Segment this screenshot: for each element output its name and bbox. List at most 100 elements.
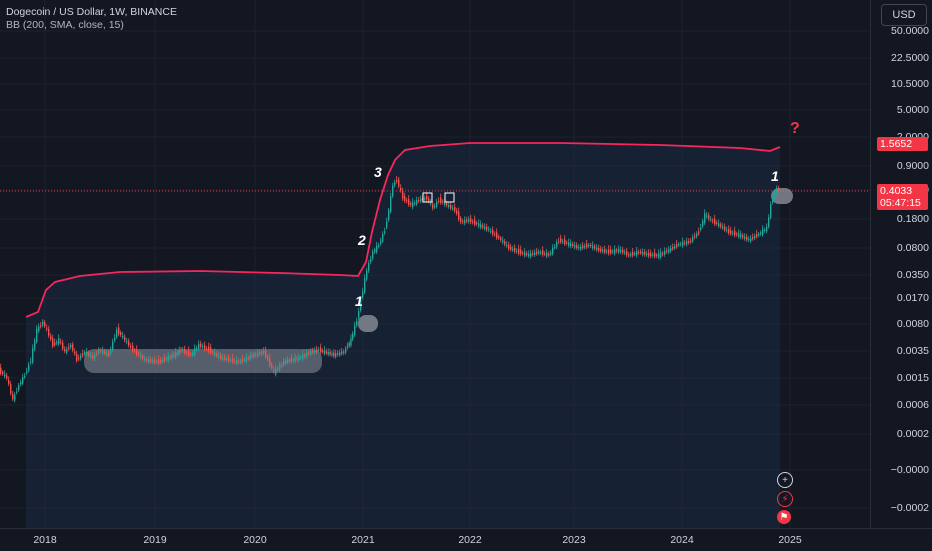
price-scale[interactable]: 50.000022.500010.50005.00002.00000.90000… xyxy=(870,0,932,528)
candle xyxy=(574,245,576,248)
candle xyxy=(636,251,638,256)
candle xyxy=(366,270,368,280)
candle xyxy=(680,243,682,245)
candle xyxy=(220,355,222,359)
candle xyxy=(588,245,590,246)
candle xyxy=(343,351,345,354)
candle xyxy=(68,347,70,349)
candle xyxy=(434,206,436,208)
plus-circle-icon[interactable]: + xyxy=(777,472,793,488)
candle xyxy=(88,352,90,356)
candle xyxy=(556,242,558,248)
candle xyxy=(202,346,204,348)
candle xyxy=(706,215,708,217)
candle xyxy=(468,219,470,222)
candle xyxy=(736,233,738,235)
candle xyxy=(275,368,277,375)
candle xyxy=(26,371,28,374)
candle xyxy=(261,351,263,355)
candle xyxy=(40,325,42,327)
candle xyxy=(84,352,86,354)
candle xyxy=(356,320,358,326)
price-tick: 0.1800 xyxy=(896,213,929,225)
candle xyxy=(424,198,426,200)
candle xyxy=(30,361,32,363)
candle xyxy=(752,237,754,239)
currency-button[interactable]: USD xyxy=(881,4,927,26)
candle xyxy=(74,351,76,354)
candle xyxy=(34,340,36,350)
candle xyxy=(208,346,210,352)
candle xyxy=(634,253,636,255)
candle xyxy=(323,350,326,354)
candle xyxy=(770,204,772,218)
candle xyxy=(22,377,24,384)
candle xyxy=(548,253,550,256)
candle xyxy=(764,229,766,231)
candle xyxy=(552,247,554,254)
price-tick: 0.0015 xyxy=(896,372,929,384)
candle xyxy=(24,375,26,378)
candle xyxy=(173,354,175,356)
band-price-label: 1.5652 xyxy=(877,137,928,151)
annotation-2: 2 xyxy=(358,232,366,248)
time-tick: 2019 xyxy=(143,534,167,546)
candle xyxy=(672,247,674,249)
candle xyxy=(704,213,706,224)
indicator-label[interactable]: BB (200, SMA, close, 15) xyxy=(6,19,124,31)
candle xyxy=(464,219,466,224)
candle xyxy=(522,252,524,254)
candle xyxy=(520,249,522,255)
candle xyxy=(382,234,384,242)
price-tick: 0.0035 xyxy=(896,345,929,357)
candle xyxy=(544,253,546,255)
candle xyxy=(508,244,510,249)
candle xyxy=(245,356,248,362)
price-chart[interactable] xyxy=(0,0,870,528)
candle xyxy=(494,233,496,235)
candle xyxy=(350,338,352,346)
candle xyxy=(500,238,502,240)
candle xyxy=(592,245,594,249)
candle xyxy=(446,203,448,206)
candle xyxy=(253,354,255,358)
price-tick: 0.0002 xyxy=(896,428,929,440)
candle xyxy=(380,240,382,244)
candle xyxy=(104,351,106,354)
candle xyxy=(277,368,279,370)
lightning-icon[interactable]: ⚡ xyxy=(777,491,793,507)
time-scale[interactable]: 2018 2019 2020 2021 2022 2023 2024 2025 xyxy=(0,528,932,551)
candle xyxy=(100,350,102,351)
candle xyxy=(42,321,44,326)
candle xyxy=(114,337,116,341)
flag-icon[interactable]: ⚑ xyxy=(777,510,791,524)
candle xyxy=(292,359,294,361)
candle xyxy=(198,343,200,350)
price-tick: 0.0170 xyxy=(896,292,929,304)
candle xyxy=(288,360,291,362)
candle xyxy=(392,185,394,197)
symbol-title[interactable]: Dogecoin / US Dollar, 1W, BINANCE xyxy=(6,6,177,18)
price-tick: 0.0006 xyxy=(896,399,929,411)
candle xyxy=(186,352,188,354)
candle xyxy=(28,364,30,371)
candle xyxy=(333,352,335,357)
candle xyxy=(339,352,341,355)
candle xyxy=(406,200,408,202)
chart-area[interactable] xyxy=(0,0,870,528)
candle xyxy=(678,244,680,246)
candle xyxy=(622,249,624,253)
candle xyxy=(646,253,648,255)
candle xyxy=(442,201,444,203)
candle xyxy=(426,196,428,200)
time-tick: 2025 xyxy=(778,534,802,546)
candle xyxy=(90,355,92,357)
candle xyxy=(776,188,778,194)
candle xyxy=(8,379,10,385)
candle xyxy=(161,359,164,362)
candle xyxy=(584,245,586,248)
candle xyxy=(650,253,652,257)
candle xyxy=(192,352,194,355)
candle xyxy=(329,351,331,355)
candle xyxy=(688,241,690,243)
